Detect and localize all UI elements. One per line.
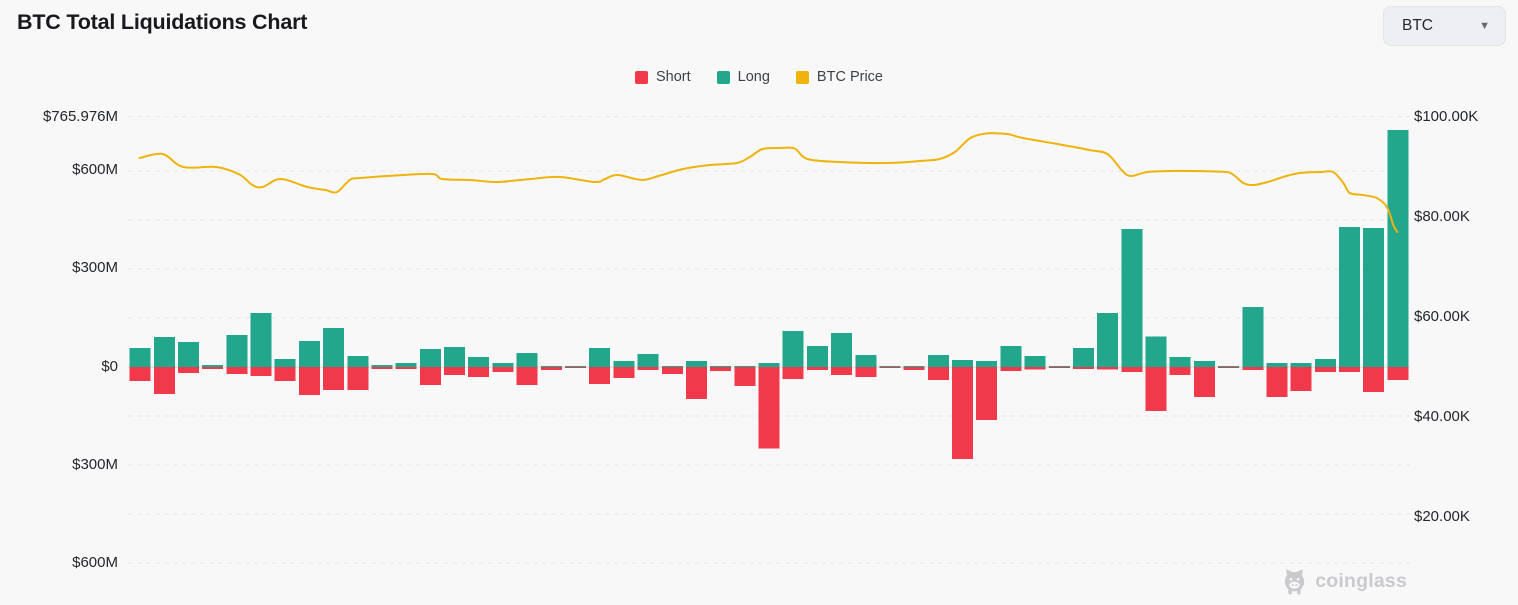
legend-item-short[interactable]: Short — [634, 69, 691, 85]
legend-item-long[interactable]: Long — [716, 69, 770, 85]
legend-label-long: Long — [737, 69, 770, 85]
short-swatch-icon — [634, 70, 648, 84]
page-title: BTC Total Liquidations Chart — [17, 10, 308, 34]
right-axis-tick-100k: $100.00K — [1414, 108, 1479, 125]
coin-selector-value: BTC — [1402, 17, 1433, 34]
coin-selector-dropdown[interactable]: BTC ▼ — [1383, 6, 1506, 46]
left-axis-tick-300m: $300M — [72, 259, 118, 276]
left-axis-tick-max: $765.976M — [42, 108, 118, 125]
long-swatch-icon — [716, 70, 730, 84]
left-axis-tick-neg300m: $300M — [72, 456, 118, 473]
coinglass-watermark: coinglass — [1281, 568, 1407, 595]
chart-legend: Short Long BTC Price — [0, 69, 1518, 85]
left-axis-tick-600m: $600M — [72, 161, 118, 178]
coinglass-logo-icon — [1285, 569, 1305, 595]
legend-label-short: Short — [655, 69, 691, 85]
left-axis-tick-neg600m: $600M — [72, 554, 118, 571]
chevron-down-icon: ▼ — [1479, 19, 1490, 32]
right-axis-tick-40k: $40.00K — [1414, 408, 1470, 425]
right-axis-tick-60k: $60.00K — [1414, 308, 1470, 325]
right-axis-tick-20k: $20.00K — [1414, 508, 1470, 525]
legend-label-btc-price: BTC Price — [816, 69, 883, 85]
legend-item-btc-price[interactable]: BTC Price — [795, 69, 883, 85]
right-axis-tick-80k: $80.00K — [1414, 208, 1470, 225]
coinglass-watermark-text: coinglass — [1315, 570, 1407, 592]
left-axis-tick-0: $0 — [101, 358, 118, 375]
btc-price-swatch-icon — [795, 70, 809, 84]
